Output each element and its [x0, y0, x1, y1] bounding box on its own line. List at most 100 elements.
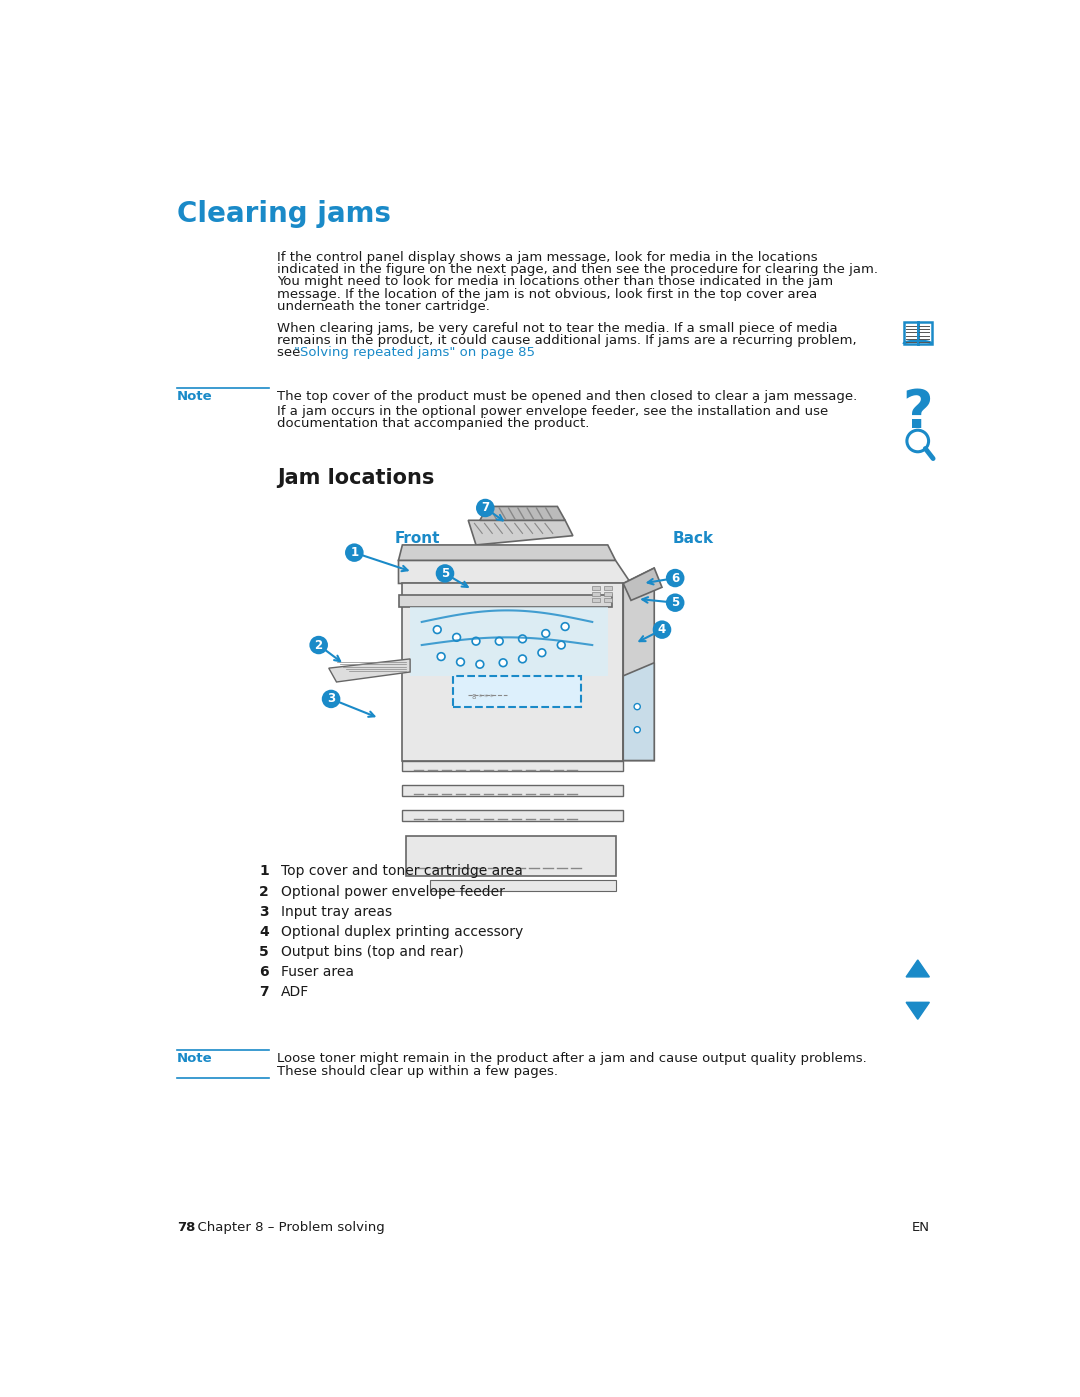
Text: Output bins (top and rear): Output bins (top and rear): [281, 944, 463, 958]
Text: 6: 6: [259, 964, 269, 978]
Text: Loose toner might remain in the product after a jam and cause output quality pro: Loose toner might remain in the product …: [276, 1052, 866, 1066]
Circle shape: [457, 658, 464, 666]
Bar: [406, 835, 616, 876]
Polygon shape: [469, 520, 572, 545]
Bar: [403, 584, 623, 760]
Circle shape: [518, 636, 526, 643]
Polygon shape: [399, 560, 631, 584]
Text: If the control panel display shows a jam message, look for media in the location: If the control panel display shows a jam…: [276, 251, 818, 264]
Text: If a jam occurs in the optional power envelope feeder, see the installation and : If a jam occurs in the optional power en…: [276, 405, 828, 418]
Text: You might need to look for media in locations other than those indicated in the : You might need to look for media in loca…: [276, 275, 833, 288]
Circle shape: [557, 641, 565, 648]
Circle shape: [435, 564, 455, 583]
Polygon shape: [623, 569, 654, 760]
Circle shape: [666, 569, 685, 587]
Circle shape: [562, 623, 569, 630]
Text: .: .: [432, 346, 436, 359]
Circle shape: [322, 690, 340, 708]
Text: Optional power envelope feeder: Optional power envelope feeder: [281, 884, 504, 898]
Polygon shape: [623, 569, 662, 601]
Text: Chapter 8 – Problem solving: Chapter 8 – Problem solving: [189, 1221, 384, 1234]
Text: Top cover and toner cartridge area: Top cover and toner cartridge area: [281, 865, 523, 879]
Text: Front: Front: [395, 531, 441, 546]
Bar: [592, 598, 600, 602]
Text: 2: 2: [259, 884, 269, 898]
Text: message. If the location of the jam is not obvious, look first in the top cover : message. If the location of the jam is n…: [276, 288, 818, 300]
Circle shape: [518, 655, 526, 662]
Circle shape: [538, 648, 545, 657]
Text: indicated in the figure on the next page, and then see the procedure for clearin: indicated in the figure on the next page…: [276, 263, 878, 277]
Circle shape: [437, 652, 445, 661]
Text: 4: 4: [259, 925, 269, 939]
Bar: [403, 760, 623, 771]
Text: see: see: [276, 346, 305, 359]
Text: 6: 6: [671, 571, 679, 584]
Text: 4: 4: [658, 623, 666, 636]
Text: 5: 5: [259, 944, 269, 958]
Polygon shape: [480, 507, 565, 520]
Text: Note: Note: [177, 1052, 213, 1066]
Text: 7: 7: [482, 502, 489, 514]
Circle shape: [453, 633, 460, 641]
Polygon shape: [328, 659, 410, 682]
Bar: [403, 785, 623, 796]
Text: Clearing jams: Clearing jams: [177, 200, 391, 228]
Text: ?: ?: [903, 387, 933, 439]
Text: 1: 1: [350, 546, 359, 559]
Text: 5: 5: [671, 597, 679, 609]
Circle shape: [309, 636, 328, 654]
Text: 5: 5: [441, 567, 449, 580]
Circle shape: [634, 704, 640, 710]
Polygon shape: [399, 545, 616, 560]
Polygon shape: [906, 960, 930, 977]
Circle shape: [634, 726, 640, 733]
Circle shape: [496, 637, 503, 645]
Text: Input tray areas: Input tray areas: [281, 904, 392, 919]
Circle shape: [652, 620, 672, 638]
Circle shape: [476, 661, 484, 668]
Bar: [604, 585, 611, 590]
Bar: [453, 676, 581, 707]
Circle shape: [542, 630, 550, 637]
Text: remains in the product, it could cause additional jams. If jams are a recurring : remains in the product, it could cause a…: [276, 334, 856, 346]
Text: Note: Note: [177, 390, 213, 404]
Text: The top cover of the product must be opened and then closed to clear a jam messa: The top cover of the product must be ope…: [276, 390, 858, 404]
Text: 7: 7: [259, 985, 269, 999]
Text: 2: 2: [314, 638, 323, 651]
Text: EN: EN: [913, 1221, 930, 1234]
FancyBboxPatch shape: [904, 323, 918, 344]
Circle shape: [476, 499, 495, 517]
Text: When clearing jams, be very careful not to tear the media. If a small piece of m: When clearing jams, be very careful not …: [276, 321, 837, 335]
Text: 3: 3: [259, 904, 269, 919]
Bar: [430, 880, 616, 891]
Polygon shape: [410, 606, 608, 676]
Circle shape: [499, 659, 507, 666]
Circle shape: [345, 543, 364, 562]
Text: 3: 3: [327, 693, 335, 705]
Text: Fuser area: Fuser area: [281, 964, 354, 978]
Bar: [604, 592, 611, 595]
Text: Jam locations: Jam locations: [276, 468, 434, 488]
Bar: [592, 592, 600, 595]
Bar: [604, 598, 611, 602]
Text: Optional duplex printing accessory: Optional duplex printing accessory: [281, 925, 523, 939]
Text: 78: 78: [177, 1221, 195, 1234]
Circle shape: [907, 430, 929, 451]
Bar: [592, 585, 600, 590]
Text: underneath the toner cartridge.: underneath the toner cartridge.: [276, 300, 489, 313]
Circle shape: [666, 594, 685, 612]
Text: 1: 1: [259, 865, 269, 879]
Text: 8 * * *: 8 * * *: [472, 694, 494, 700]
Text: Back: Back: [673, 531, 714, 546]
Bar: [403, 810, 623, 820]
Text: "Solving repeated jams" on page 85: "Solving repeated jams" on page 85: [294, 346, 535, 359]
Text: ADF: ADF: [281, 985, 309, 999]
Polygon shape: [399, 595, 611, 606]
Text: These should clear up within a few pages.: These should clear up within a few pages…: [276, 1065, 558, 1077]
Polygon shape: [623, 662, 654, 760]
FancyBboxPatch shape: [918, 323, 932, 344]
Polygon shape: [906, 1002, 930, 1020]
Text: documentation that accompanied the product.: documentation that accompanied the produ…: [276, 418, 590, 430]
Circle shape: [472, 637, 480, 645]
Circle shape: [433, 626, 441, 633]
